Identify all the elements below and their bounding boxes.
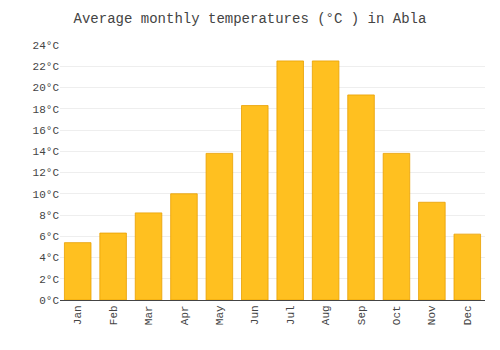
svg-text:8°C: 8°C (39, 210, 59, 222)
svg-text:6°C: 6°C (39, 231, 59, 243)
svg-text:Dec: Dec (462, 305, 474, 325)
svg-text:May: May (214, 305, 226, 325)
svg-text:14°C: 14°C (33, 146, 60, 158)
svg-text:Apr: Apr (179, 305, 191, 325)
svg-text:Nov: Nov (426, 305, 438, 325)
svg-text:Feb: Feb (108, 305, 120, 325)
svg-text:18°C: 18°C (33, 104, 60, 116)
svg-text:Jan: Jan (72, 305, 84, 325)
svg-text:4°C: 4°C (39, 252, 59, 264)
svg-text:0°C: 0°C (39, 295, 59, 307)
svg-text:Sep: Sep (356, 305, 368, 325)
svg-text:Average monthly temperatures (: Average monthly temperatures (°C ) in Ab… (74, 11, 427, 27)
svg-text:10°C: 10°C (33, 189, 60, 201)
svg-text:Jun: Jun (249, 305, 261, 325)
svg-text:12°C: 12°C (33, 167, 60, 179)
svg-text:22°C: 22°C (33, 61, 60, 73)
svg-text:20°C: 20°C (33, 82, 60, 94)
svg-text:16°C: 16°C (33, 125, 60, 137)
svg-text:24°C: 24°C (33, 40, 60, 52)
svg-text:Aug: Aug (320, 305, 332, 325)
svg-text:Mar: Mar (143, 305, 155, 325)
svg-text:Oct: Oct (391, 305, 403, 325)
svg-text:Jul: Jul (285, 305, 297, 325)
svg-text:2°C: 2°C (39, 274, 59, 286)
